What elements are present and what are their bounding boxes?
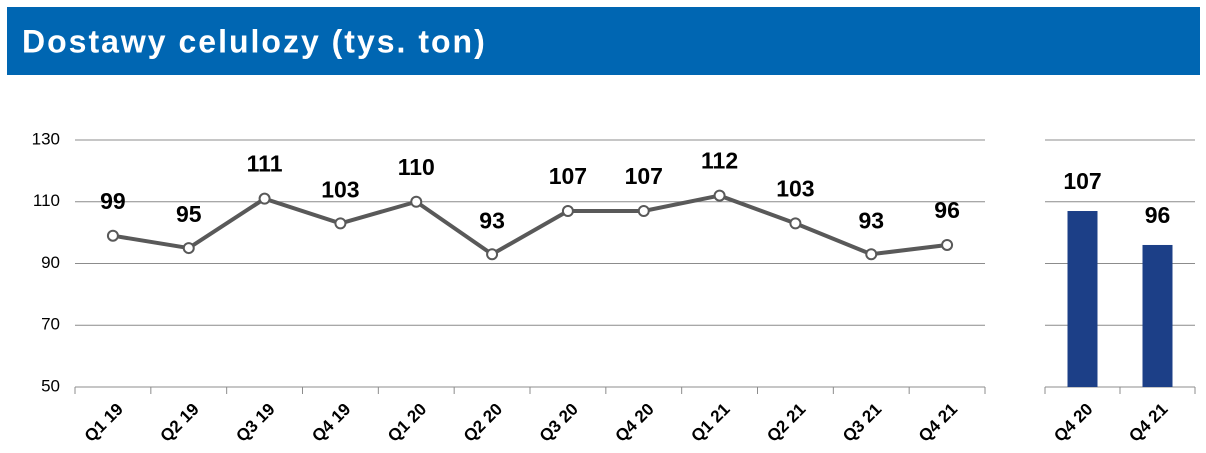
x-tick-label: Q4 21 [915,400,961,446]
point [637,205,650,218]
point [182,242,195,255]
data-label: 95 [176,201,202,227]
x-tick-label: Q2 21 [763,400,809,446]
x-tick-label: Q4 20 [612,400,658,446]
point [789,217,802,230]
bar [1142,244,1173,387]
point [865,248,878,261]
data-label: 110 [398,154,435,180]
line [112,193,948,257]
x-tick-label: Q4 21 [1125,400,1171,446]
y-tick-label: 50 [41,376,60,395]
data-label: 111 [247,151,283,177]
data-label: 103 [776,175,814,201]
data-label: 93 [858,207,884,233]
point [106,229,119,242]
chart-title: Dostawy celulozy (tys. ton) [22,23,487,59]
point [713,189,726,202]
x-tick-label: Q1 21 [687,400,733,446]
x-tick-label: Q3 19 [232,400,278,446]
x-tick-label: Q2 19 [157,400,203,446]
x-tick-label: Q1 20 [384,400,430,446]
data-label: 96 [1145,202,1171,228]
data-label: 107 [549,163,587,189]
data-label: 107 [625,163,663,189]
data-label: 96 [934,197,960,223]
bar [1067,211,1098,387]
x-tick-label: Q2 20 [460,400,506,446]
point [486,248,499,261]
point [561,205,574,218]
y-tick-label: 110 [33,191,60,210]
data-label: 99 [100,188,126,214]
point [334,217,347,230]
point [410,195,423,208]
x-tick-label: Q4 19 [308,400,354,446]
y-tick-label: 70 [41,315,60,334]
data-label: 103 [321,176,359,202]
x-tick-label: Q4 20 [1050,400,1096,446]
x-tick-label: Q3 21 [839,400,885,446]
data-label: 107 [1063,168,1101,194]
x-tick-label: Q3 20 [536,400,582,446]
y-tick-label: 90 [41,253,60,272]
point [258,192,271,205]
data-label: 93 [479,207,505,233]
data-label: 112 [701,148,738,174]
point [941,238,954,251]
title-banner [7,7,1200,75]
x-tick-label: Q1 19 [81,400,127,446]
y-tick-label: 130 [32,129,60,148]
